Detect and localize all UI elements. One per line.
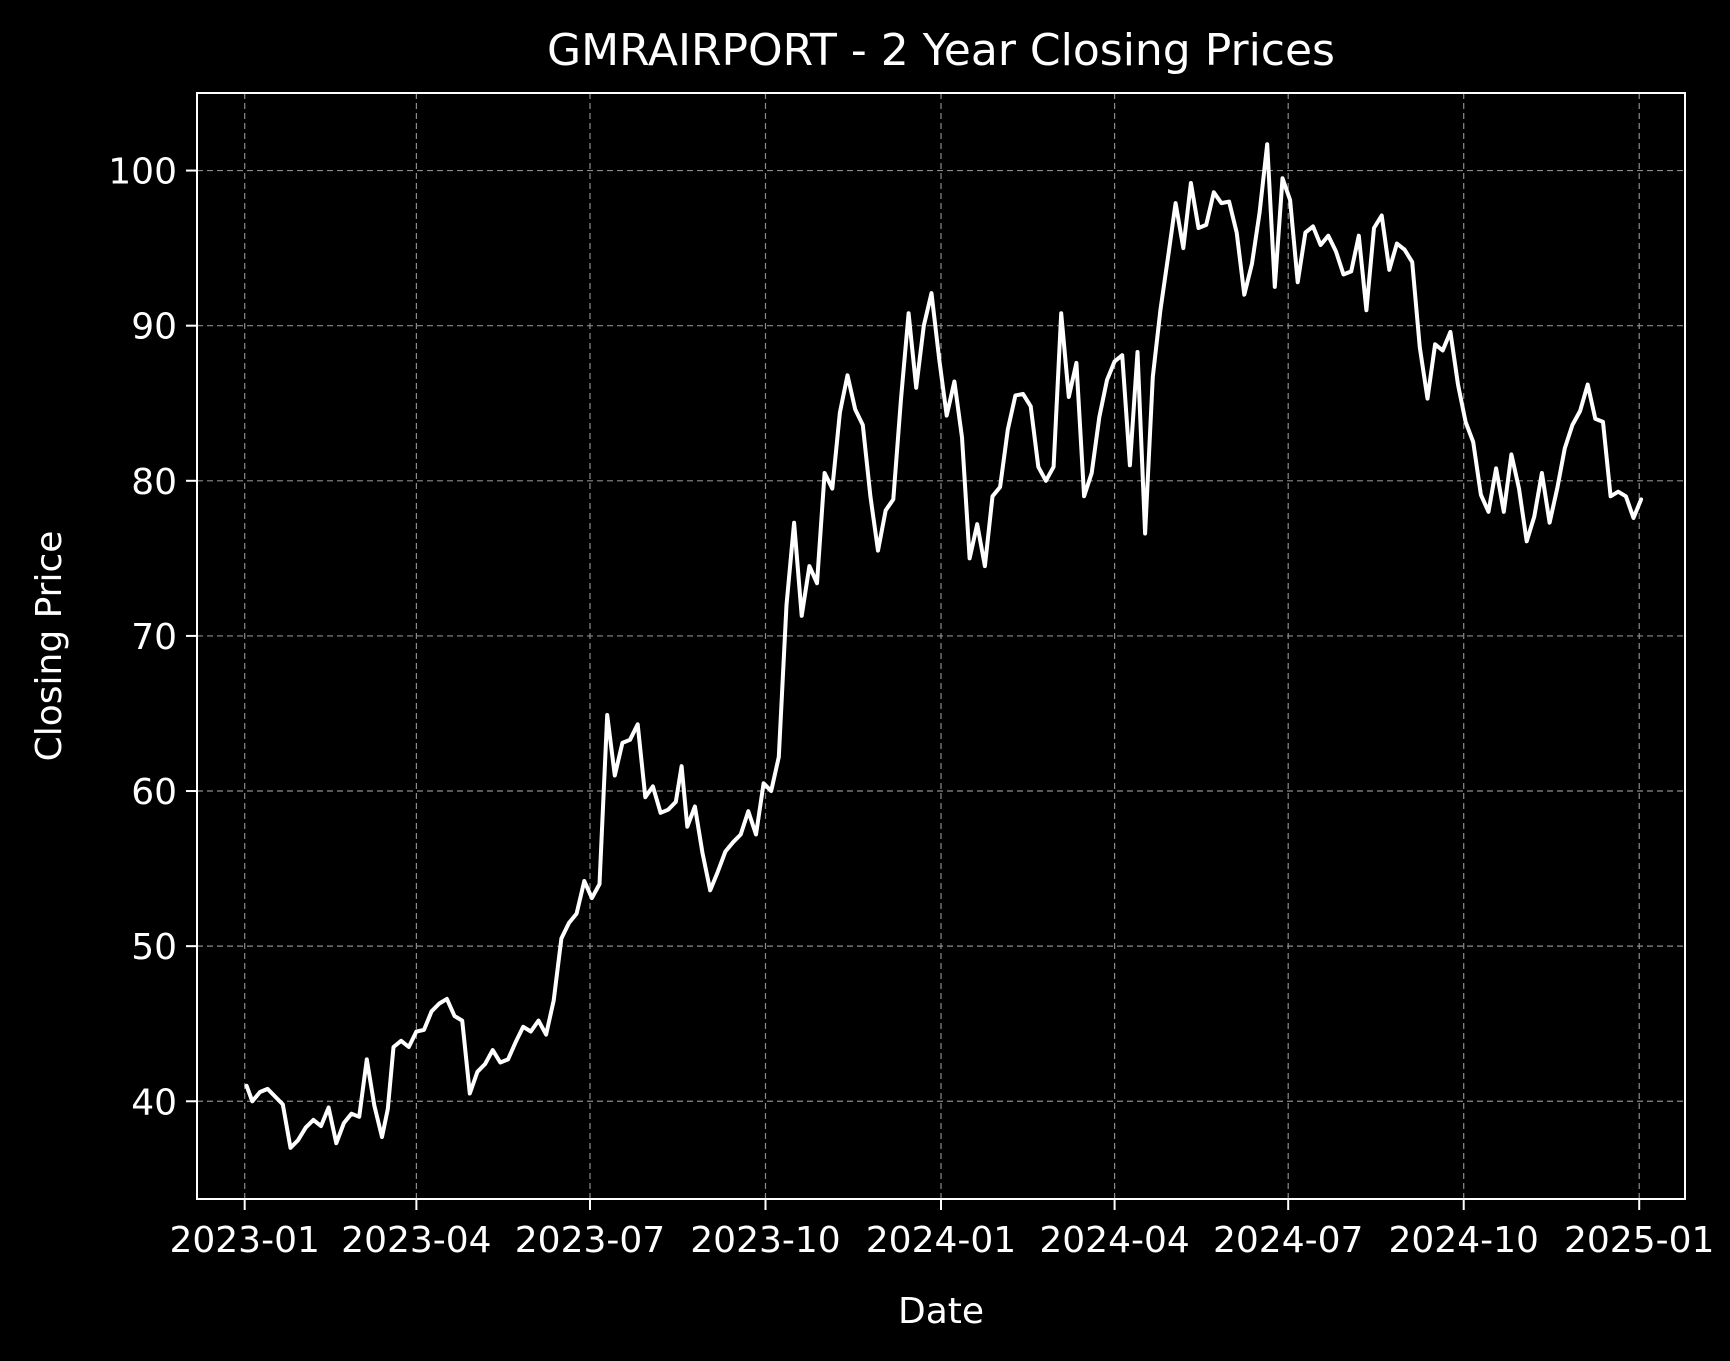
x-tick-label: 2023-04 xyxy=(341,1220,491,1261)
y-tick-label: 40 xyxy=(131,1082,177,1123)
y-axis-label: Closing Price xyxy=(29,531,70,762)
x-tick-label: 2023-07 xyxy=(515,1220,665,1261)
series-layer xyxy=(244,142,1644,1150)
x-tick-label: 2024-07 xyxy=(1213,1220,1363,1261)
x-tick-label: 2023-10 xyxy=(690,1220,840,1261)
axis-ticks xyxy=(186,169,1641,1210)
tick-labels: 2023-01 2023-04 2023-07 2023-10 2024-01 2024-… xyxy=(108,152,1714,1261)
grid-lines xyxy=(197,93,1685,1199)
x-tick-label: 2025-01 xyxy=(1564,1220,1714,1261)
y-tick-label: 90 xyxy=(131,307,177,348)
y-tick-label: 80 xyxy=(131,462,177,503)
x-tick-label: 2023-01 xyxy=(169,1220,319,1261)
x-tick-label: 2024-04 xyxy=(1039,1220,1189,1261)
y-tick-label: 70 xyxy=(131,617,177,658)
chart-title: GMRAIRPORT - 2 Year Closing Prices xyxy=(547,25,1335,76)
y-tick-label: 60 xyxy=(131,772,177,813)
plot-frame xyxy=(196,92,1686,1200)
x-axis-label: Date xyxy=(898,1291,984,1332)
y-tick-label: 100 xyxy=(108,152,177,193)
closing-price-line xyxy=(244,142,1644,1150)
x-tick-label: 2024-01 xyxy=(866,1220,1016,1261)
x-tick-label: 2024-10 xyxy=(1388,1220,1538,1261)
y-tick-label: 50 xyxy=(131,927,177,968)
